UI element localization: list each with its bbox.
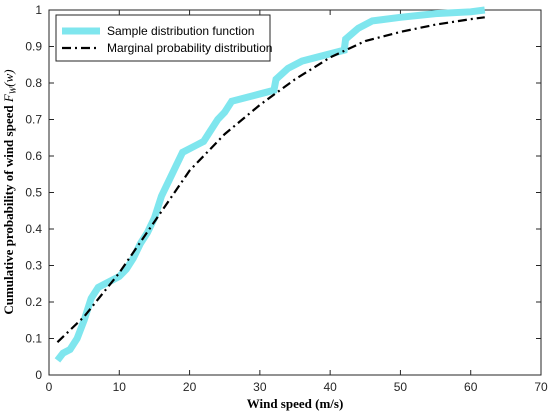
y-axis-title-text: Cumulative probability of wind speed xyxy=(1,102,16,315)
y-axis-title-symbol: F xyxy=(1,93,16,103)
y-axis-title-subscript: W xyxy=(8,85,18,94)
x-axis: 0 10 20 30 40 50 60 70 xyxy=(46,10,548,394)
y-axis-title: Cumulative probability of wind speed FW(… xyxy=(1,69,18,314)
series-line-sample xyxy=(54,6,486,363)
x-tick-label: 50 xyxy=(394,380,408,394)
y-tick-label: 0.8 xyxy=(25,76,42,90)
x-tick-label: 0 xyxy=(46,380,53,394)
x-tick-label: 30 xyxy=(253,380,267,394)
x-tick-label: 60 xyxy=(464,380,478,394)
y-tick-label: 0.9 xyxy=(25,40,42,54)
y-tick-label: 0.5 xyxy=(25,186,42,200)
x-tick-label: 40 xyxy=(323,380,337,394)
plot-area: 0 10 20 30 40 50 60 70 0 0.1 0.2 0.3 0.4 0.5 0.6 0.7 0.… xyxy=(25,3,548,394)
y-tick-label: 1 xyxy=(35,3,42,17)
y-tick-label: 0.4 xyxy=(25,222,42,236)
legend-box xyxy=(55,14,271,62)
y-tick-label: 0.1 xyxy=(25,332,42,346)
x-tick-label: 70 xyxy=(534,380,548,394)
y-axis: 0 0.1 0.2 0.3 0.4 0.5 0.6 0.7 0.8 0.9 1 xyxy=(25,3,541,382)
y-axis-title-arg: (w) xyxy=(1,69,16,86)
x-tick-label: 20 xyxy=(183,380,197,394)
y-tick-label: 0.6 xyxy=(25,149,42,163)
series-layer xyxy=(54,6,486,363)
y-tick-label: 0.7 xyxy=(25,113,42,127)
y-tick-label: 0 xyxy=(35,368,42,382)
series-line-marginal xyxy=(56,16,485,343)
x-tick-label: 10 xyxy=(113,380,127,394)
legend-label-marginal: Marginal probability distribution xyxy=(107,41,272,55)
y-tick-label: 0.3 xyxy=(25,259,42,273)
legend: Sample distribution function Marginal pr… xyxy=(55,14,272,62)
legend-label-sample: Sample distribution function xyxy=(107,24,254,38)
x-axis-title: Wind speed (m/s) xyxy=(247,396,344,411)
y-tick-label: 0.2 xyxy=(25,295,42,309)
